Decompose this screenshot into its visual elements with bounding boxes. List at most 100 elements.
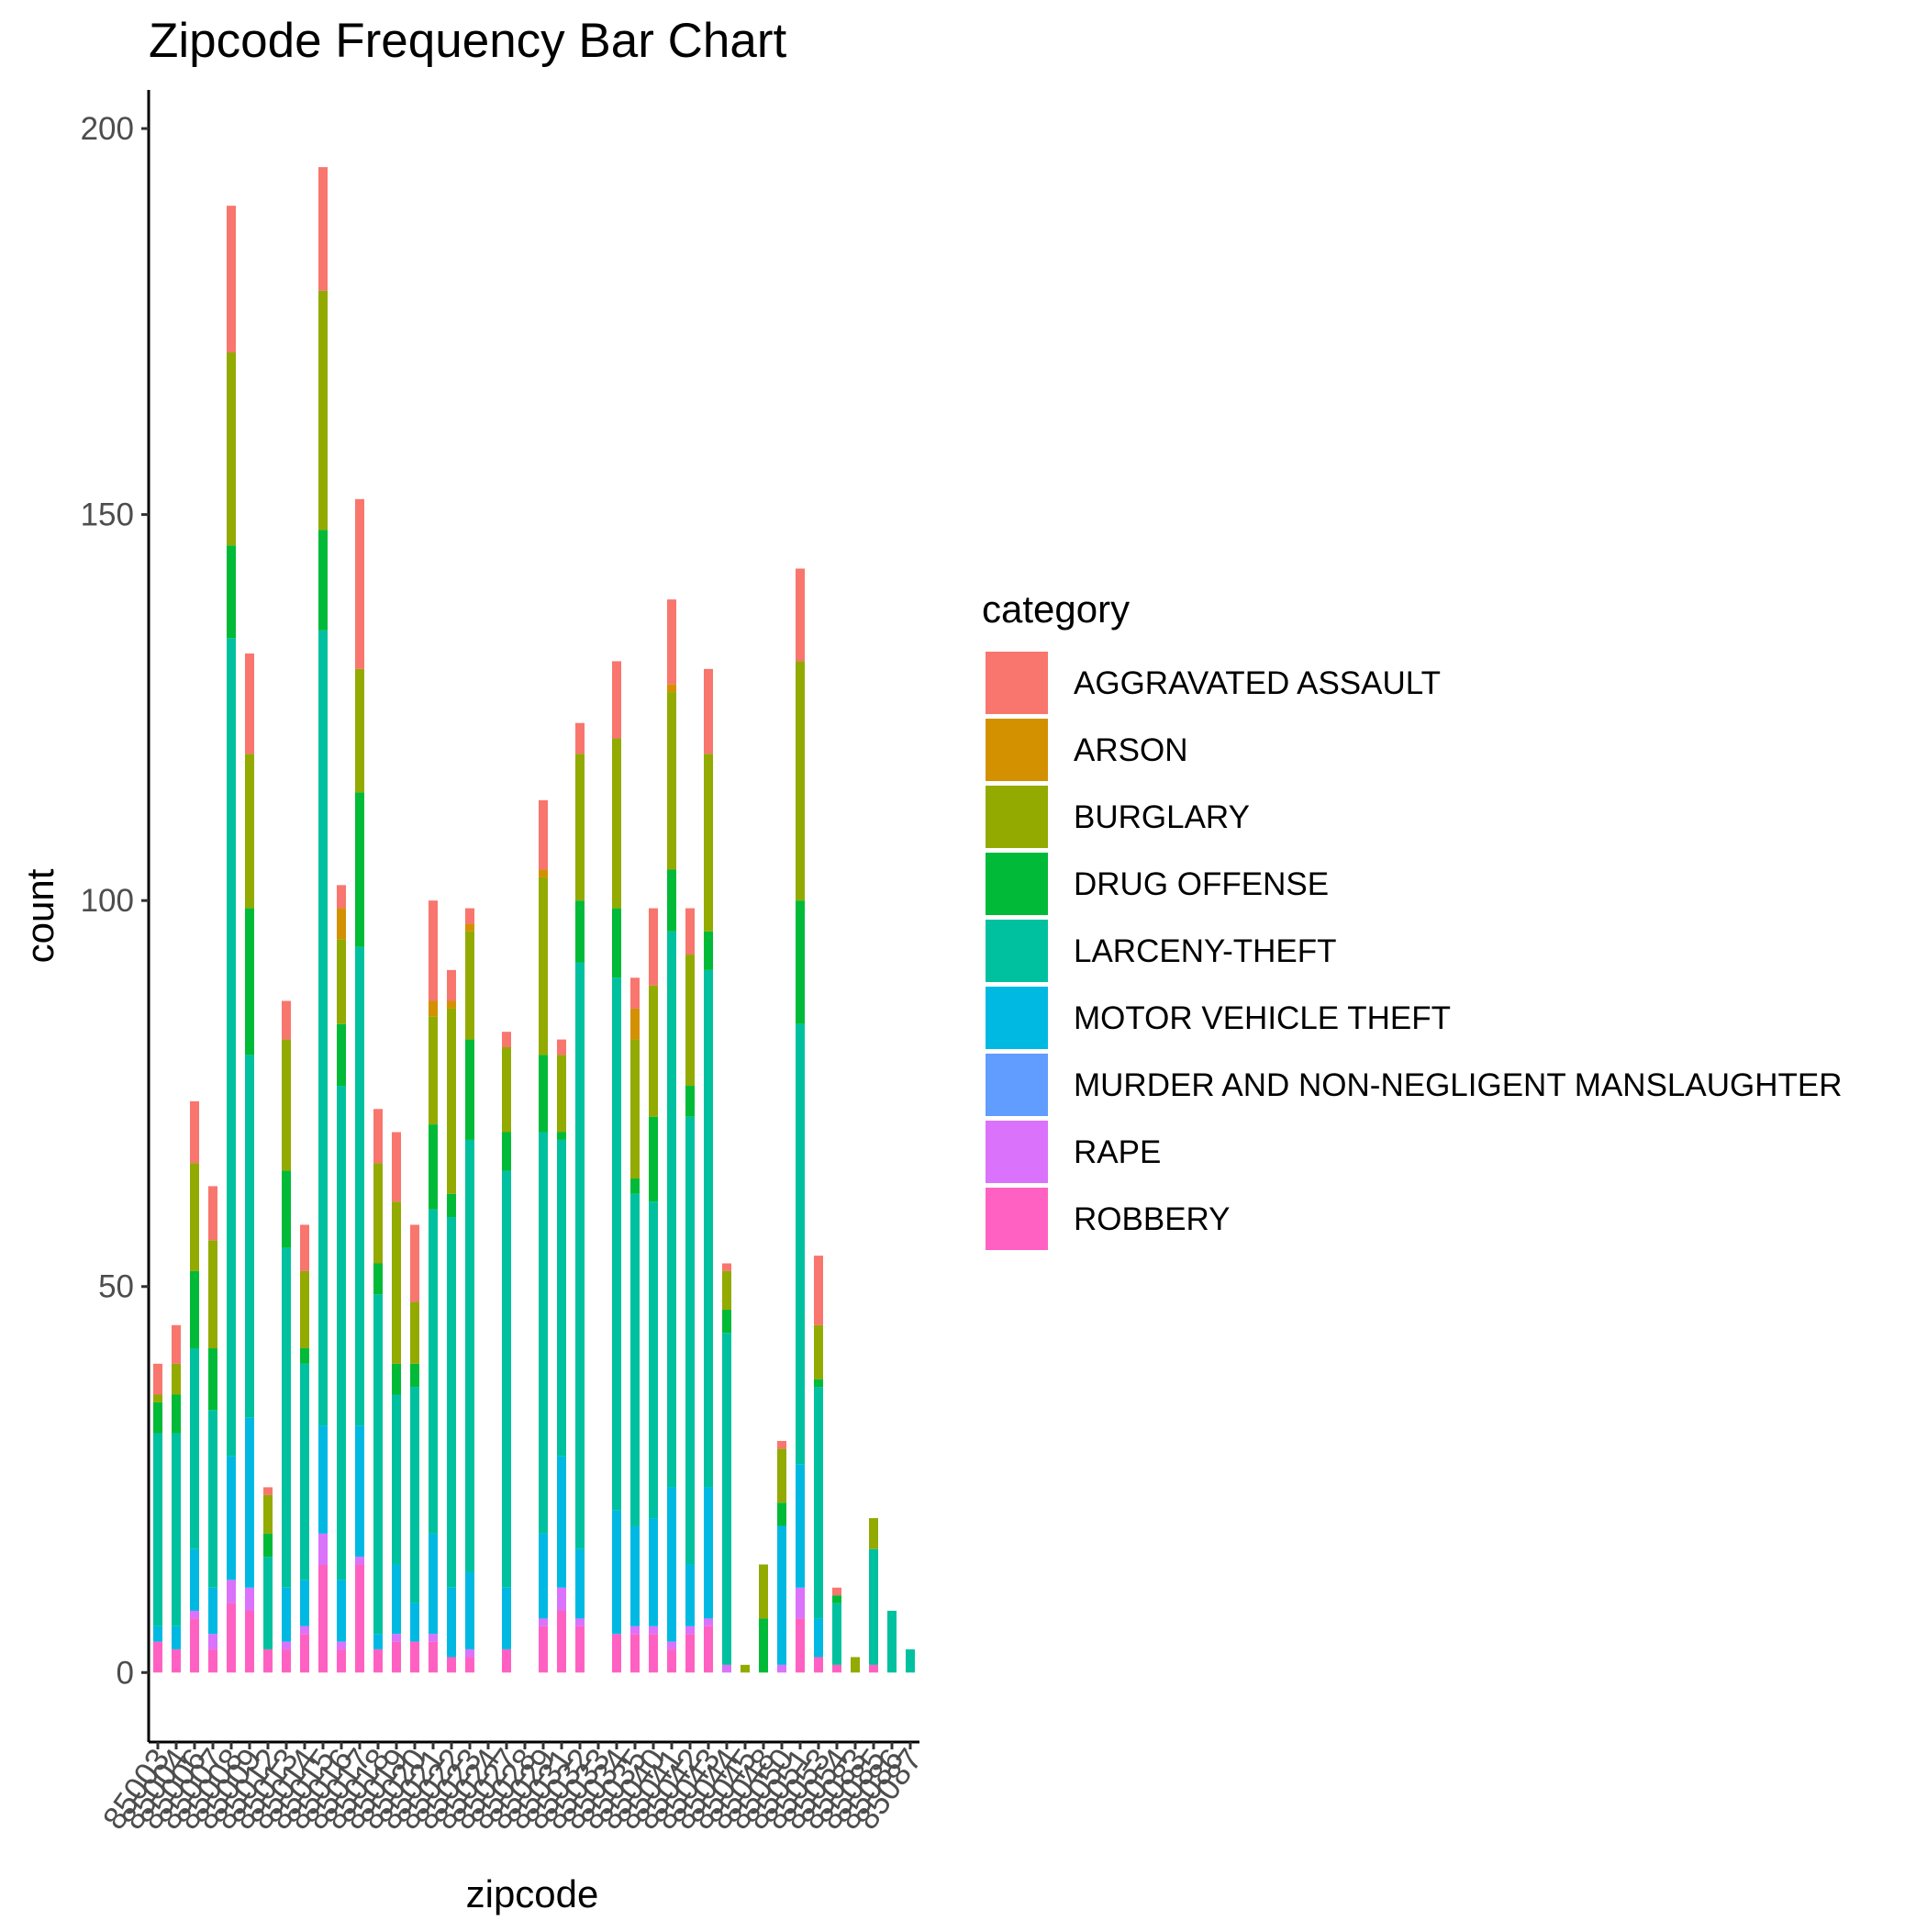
y-tick-label: 200 xyxy=(81,111,134,147)
bar-segment-burglary xyxy=(465,931,474,1040)
bar-segment-aggravated-assault xyxy=(722,1263,731,1271)
bar-segment-rape xyxy=(227,1580,236,1603)
bar-segment-drug-offense xyxy=(685,1086,695,1117)
bar-segment-robbery xyxy=(630,1634,640,1673)
legend-key xyxy=(986,987,1048,1049)
bar-segment-robbery xyxy=(612,1634,621,1673)
bar-segment-larceny-theft xyxy=(869,1548,878,1665)
bar-segment-rape xyxy=(667,1641,676,1650)
bar-segment-rape xyxy=(337,1641,346,1650)
bar-segment-rape xyxy=(557,1587,566,1612)
bar-segment-drug-offense xyxy=(777,1502,786,1526)
bar-segment-burglary xyxy=(869,1518,878,1549)
bar-segment-larceny-theft xyxy=(796,1023,805,1465)
bar-segment-motor-vehicle-theft xyxy=(355,1425,364,1558)
bar-segment-aggravated-assault xyxy=(612,661,621,739)
bar-segment-aggravated-assault xyxy=(630,977,640,1009)
bar-segment-burglary xyxy=(667,692,676,870)
y-tick-label: 100 xyxy=(81,883,134,919)
bar-segment-drug-offense xyxy=(649,1116,658,1202)
bar-segment-aggravated-assault xyxy=(355,498,364,669)
bar-segment-burglary xyxy=(612,738,621,909)
bar-segment-burglary xyxy=(153,1394,162,1402)
bar-segment-larceny-theft xyxy=(172,1433,181,1626)
bar-segment-robbery xyxy=(704,1625,713,1673)
bar-segment-aggravated-assault xyxy=(575,722,585,754)
bar-segment-aggravated-assault xyxy=(410,1224,419,1302)
bar-segment-larceny-theft xyxy=(208,1410,217,1588)
bar-segment-motor-vehicle-theft xyxy=(447,1587,456,1658)
bar-segment-robbery xyxy=(410,1641,419,1673)
bar-segment-larceny-theft xyxy=(612,977,621,1511)
bar-segment-robbery xyxy=(337,1649,346,1673)
legend: category AGGRAVATED ASSAULT ARSON BURGLARY… xyxy=(982,587,1843,1250)
bars-layer xyxy=(153,167,915,1673)
bar-segment-robbery xyxy=(300,1634,309,1673)
legend-label: AGGRAVATED ASSAULT xyxy=(1074,665,1441,701)
bar-segment-burglary xyxy=(208,1240,217,1349)
bar-segment-larceny-theft xyxy=(190,1348,199,1549)
bar-segment-robbery xyxy=(465,1657,474,1673)
legend-key xyxy=(986,719,1048,781)
bar-segment-aggravated-assault xyxy=(190,1100,199,1164)
bar-segment-robbery xyxy=(557,1611,566,1673)
bar-segment-burglary xyxy=(263,1494,273,1534)
bar-segment-larceny-theft xyxy=(832,1603,841,1665)
bar-segment-robbery xyxy=(355,1564,364,1673)
bar-segment-rape xyxy=(649,1625,658,1635)
bar-segment-motor-vehicle-theft xyxy=(392,1564,401,1635)
bar-segment-motor-vehicle-theft xyxy=(649,1518,658,1626)
bar-segment-motor-vehicle-theft xyxy=(667,1487,676,1642)
bar-segment-drug-offense xyxy=(502,1132,511,1171)
bar-segment-rape xyxy=(300,1625,309,1635)
bar-segment-arson xyxy=(447,1000,456,1009)
bar-segment-burglary xyxy=(172,1363,181,1395)
bar-segment-burglary xyxy=(447,1008,456,1194)
bar-segment-aggravated-assault xyxy=(796,568,805,662)
bar-segment-rape xyxy=(796,1587,805,1619)
bar-segment-larceny-theft xyxy=(557,1139,566,1457)
bar-segment-robbery xyxy=(814,1657,823,1673)
bar-segment-robbery xyxy=(447,1657,456,1673)
bar-segment-larceny-theft xyxy=(630,1193,640,1526)
bar-segment-drug-offense xyxy=(373,1263,383,1295)
bar-segment-robbery xyxy=(796,1618,805,1673)
bar-segment-larceny-theft xyxy=(245,1055,254,1418)
bar-segment-rape xyxy=(704,1618,713,1626)
bar-segment-rape xyxy=(392,1634,401,1642)
bar-segment-larceny-theft xyxy=(502,1170,511,1588)
chart-title: Zipcode Frequency Bar Chart xyxy=(149,14,786,68)
bar-segment-drug-offense xyxy=(263,1533,273,1558)
bar-segment-robbery xyxy=(502,1649,511,1673)
bar-segment-motor-vehicle-theft xyxy=(410,1603,419,1642)
bar-segment-robbery xyxy=(373,1649,383,1673)
bar-segment-burglary xyxy=(814,1324,823,1379)
bar-segment-motor-vehicle-theft xyxy=(172,1625,181,1650)
bar-segment-drug-offense xyxy=(300,1348,309,1364)
bar-segment-motor-vehicle-theft xyxy=(685,1564,695,1626)
bar-segment-arson xyxy=(465,923,474,932)
bar-segment-drug-offense xyxy=(575,900,585,963)
bar-segment-robbery xyxy=(392,1641,401,1673)
bar-segment-drug-offense xyxy=(355,792,364,947)
bar-segment-larceny-theft xyxy=(355,946,364,1426)
bar-segment-motor-vehicle-theft xyxy=(465,1571,474,1650)
bar-segment-burglary xyxy=(410,1301,419,1364)
bar-segment-larceny-theft xyxy=(539,1132,548,1534)
legend-label: RAPE xyxy=(1074,1134,1161,1170)
bar-segment-robbery xyxy=(318,1564,328,1673)
bar-segment-burglary xyxy=(759,1564,768,1619)
bar-segment-drug-offense xyxy=(337,1023,346,1087)
bar-segment-drug-offense xyxy=(814,1379,823,1388)
bar-segment-aggravated-assault xyxy=(704,668,713,754)
bar-segment-burglary xyxy=(685,955,695,1087)
bar-segment-robbery xyxy=(263,1649,273,1673)
bar-segment-robbery xyxy=(172,1649,181,1673)
bar-segment-drug-offense xyxy=(227,545,236,639)
bar-segment-aggravated-assault xyxy=(227,206,236,352)
bar-segment-larceny-theft xyxy=(300,1363,309,1580)
bar-segment-motor-vehicle-theft xyxy=(190,1548,199,1612)
legend-key xyxy=(986,1188,1048,1250)
bar-segment-robbery xyxy=(832,1664,841,1673)
bar-segment-aggravated-assault xyxy=(465,908,474,924)
